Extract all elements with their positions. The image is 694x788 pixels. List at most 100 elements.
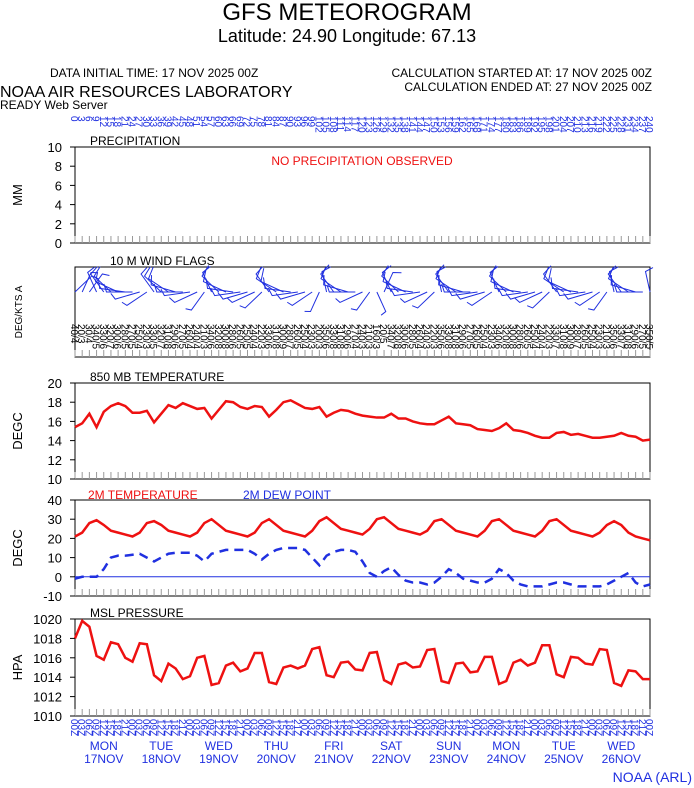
day-label: TUE xyxy=(552,739,576,753)
wind-label: 230/3 xyxy=(485,324,496,349)
utc-label: 03Z xyxy=(305,719,316,736)
wind-label: 310/8 xyxy=(334,324,345,349)
date-label: 24NOV xyxy=(487,752,526,766)
wind-barb xyxy=(168,291,198,303)
hour-label: 201 xyxy=(550,116,561,133)
hour-label: 66 xyxy=(226,116,237,128)
wind-label: 310/8 xyxy=(269,324,280,349)
day-label: FRI xyxy=(324,739,343,753)
hour-label: 108 xyxy=(327,116,338,133)
hour-label: 51 xyxy=(190,116,201,128)
hour-label: 72 xyxy=(241,116,252,128)
hour-label: 225 xyxy=(607,116,618,133)
wind-label: 250/4 xyxy=(586,324,597,349)
hour-label: 210 xyxy=(571,116,582,133)
wind-label: 290/6 xyxy=(341,324,352,349)
utc-label: 06Z xyxy=(370,719,381,736)
wind-label: 240/4 xyxy=(535,324,546,349)
utc-label: 09Z xyxy=(607,719,618,736)
utc-label: 15Z xyxy=(506,719,517,736)
wind-label: 230/3 xyxy=(305,324,316,349)
utc-label: 15Z xyxy=(276,719,287,736)
wind-label: 300/8 xyxy=(506,324,517,349)
hour-label: 207 xyxy=(564,116,575,133)
hour-label: 216 xyxy=(586,116,597,133)
wind-label: 230/3 xyxy=(140,324,151,349)
wind-barb xyxy=(607,265,622,293)
hour-label: 3 xyxy=(75,116,86,122)
wind-label: 220/3 xyxy=(542,324,553,349)
wind-barb xyxy=(613,283,643,293)
wind-label: 340/6 xyxy=(492,324,503,349)
y-tick-label: 1020 xyxy=(33,612,62,627)
wind-label: 330/8 xyxy=(327,324,338,349)
y-axis-label: MM xyxy=(10,184,25,206)
utc-label: 18Z xyxy=(111,719,122,736)
wind-label: 280/7 xyxy=(571,324,582,349)
wind-barb xyxy=(489,266,500,293)
y-tick-label: 20 xyxy=(48,376,62,391)
hour-label: 189 xyxy=(521,116,532,133)
wind-label: 300/9 xyxy=(564,324,575,349)
hour-label: 24 xyxy=(126,116,137,128)
hour-label: 75 xyxy=(248,116,259,128)
utc-label: 18Z xyxy=(571,719,582,736)
hour-label: 123 xyxy=(363,116,374,133)
utc-label: 09Z xyxy=(205,719,216,736)
hour-label: 153 xyxy=(435,116,446,133)
wind-label: 250/5 xyxy=(241,324,252,349)
y-tick-label: 12 xyxy=(48,453,62,468)
y-axis-label: DEGC xyxy=(10,529,25,567)
hour-label: 81 xyxy=(262,116,273,128)
wind-label: 310/8 xyxy=(621,324,632,349)
utc-label: 18Z xyxy=(456,719,467,736)
wind-barb xyxy=(202,266,213,293)
utc-label: 21Z xyxy=(578,719,589,736)
utc-label: 09Z xyxy=(262,719,273,736)
utc-label: 15Z xyxy=(449,719,460,736)
hour-label: 141 xyxy=(406,116,417,133)
wind-barb xyxy=(103,283,133,293)
utc-label: 00Z xyxy=(126,719,137,736)
wind-label: 280/5 xyxy=(118,324,129,349)
y-axis-label: DEGC xyxy=(10,412,25,450)
hour-label: 147 xyxy=(420,116,431,133)
hour-label: 213 xyxy=(578,116,589,133)
wind-barb xyxy=(542,265,557,293)
utc-label: 03Z xyxy=(133,719,144,736)
hour-label: 84 xyxy=(269,116,280,128)
wind-label: 20/5 xyxy=(377,324,388,344)
hour-label: 12 xyxy=(97,116,108,128)
wind-barb xyxy=(588,291,608,311)
hour-label: 231 xyxy=(621,116,632,133)
hour-label: 27 xyxy=(133,116,144,128)
wind-barb xyxy=(93,266,112,293)
utc-label: 03Z xyxy=(535,719,546,736)
y-tick-label: 10 xyxy=(48,140,62,155)
utc-label: 21Z xyxy=(521,719,532,736)
wind-barb xyxy=(441,283,471,293)
hour-label: 114 xyxy=(341,116,352,132)
wind-label: 310/8 xyxy=(161,324,172,349)
data-initial: DATA INITIAL TIME: 17 NOV 2025 00Z xyxy=(50,66,258,80)
utc-label: 06Z xyxy=(140,719,151,736)
server: READY Web Server xyxy=(0,98,108,112)
hour-label: 120 xyxy=(356,116,367,133)
date-label: 20NOV xyxy=(257,752,296,766)
hour-label: 105 xyxy=(320,116,331,133)
hour-label: 9 xyxy=(90,116,101,122)
utc-label: 00Z xyxy=(68,719,79,736)
hour-label: 198 xyxy=(542,116,553,133)
wind-label: 320/8 xyxy=(212,324,223,349)
title: GFS METEOROGRAM xyxy=(222,0,471,26)
y-tick-label: 6 xyxy=(55,178,62,193)
date-label: 26NOV xyxy=(602,752,641,766)
hour-label: 126 xyxy=(370,116,381,133)
utc-label: 09Z xyxy=(492,719,503,736)
wind-barb xyxy=(412,291,435,309)
utc-label: 00Z xyxy=(586,719,597,736)
wind-label: 160/3 xyxy=(370,324,381,349)
y-tick-label: 14 xyxy=(48,434,62,449)
wind-barb xyxy=(267,287,298,297)
utc-label: 18Z xyxy=(226,719,237,736)
